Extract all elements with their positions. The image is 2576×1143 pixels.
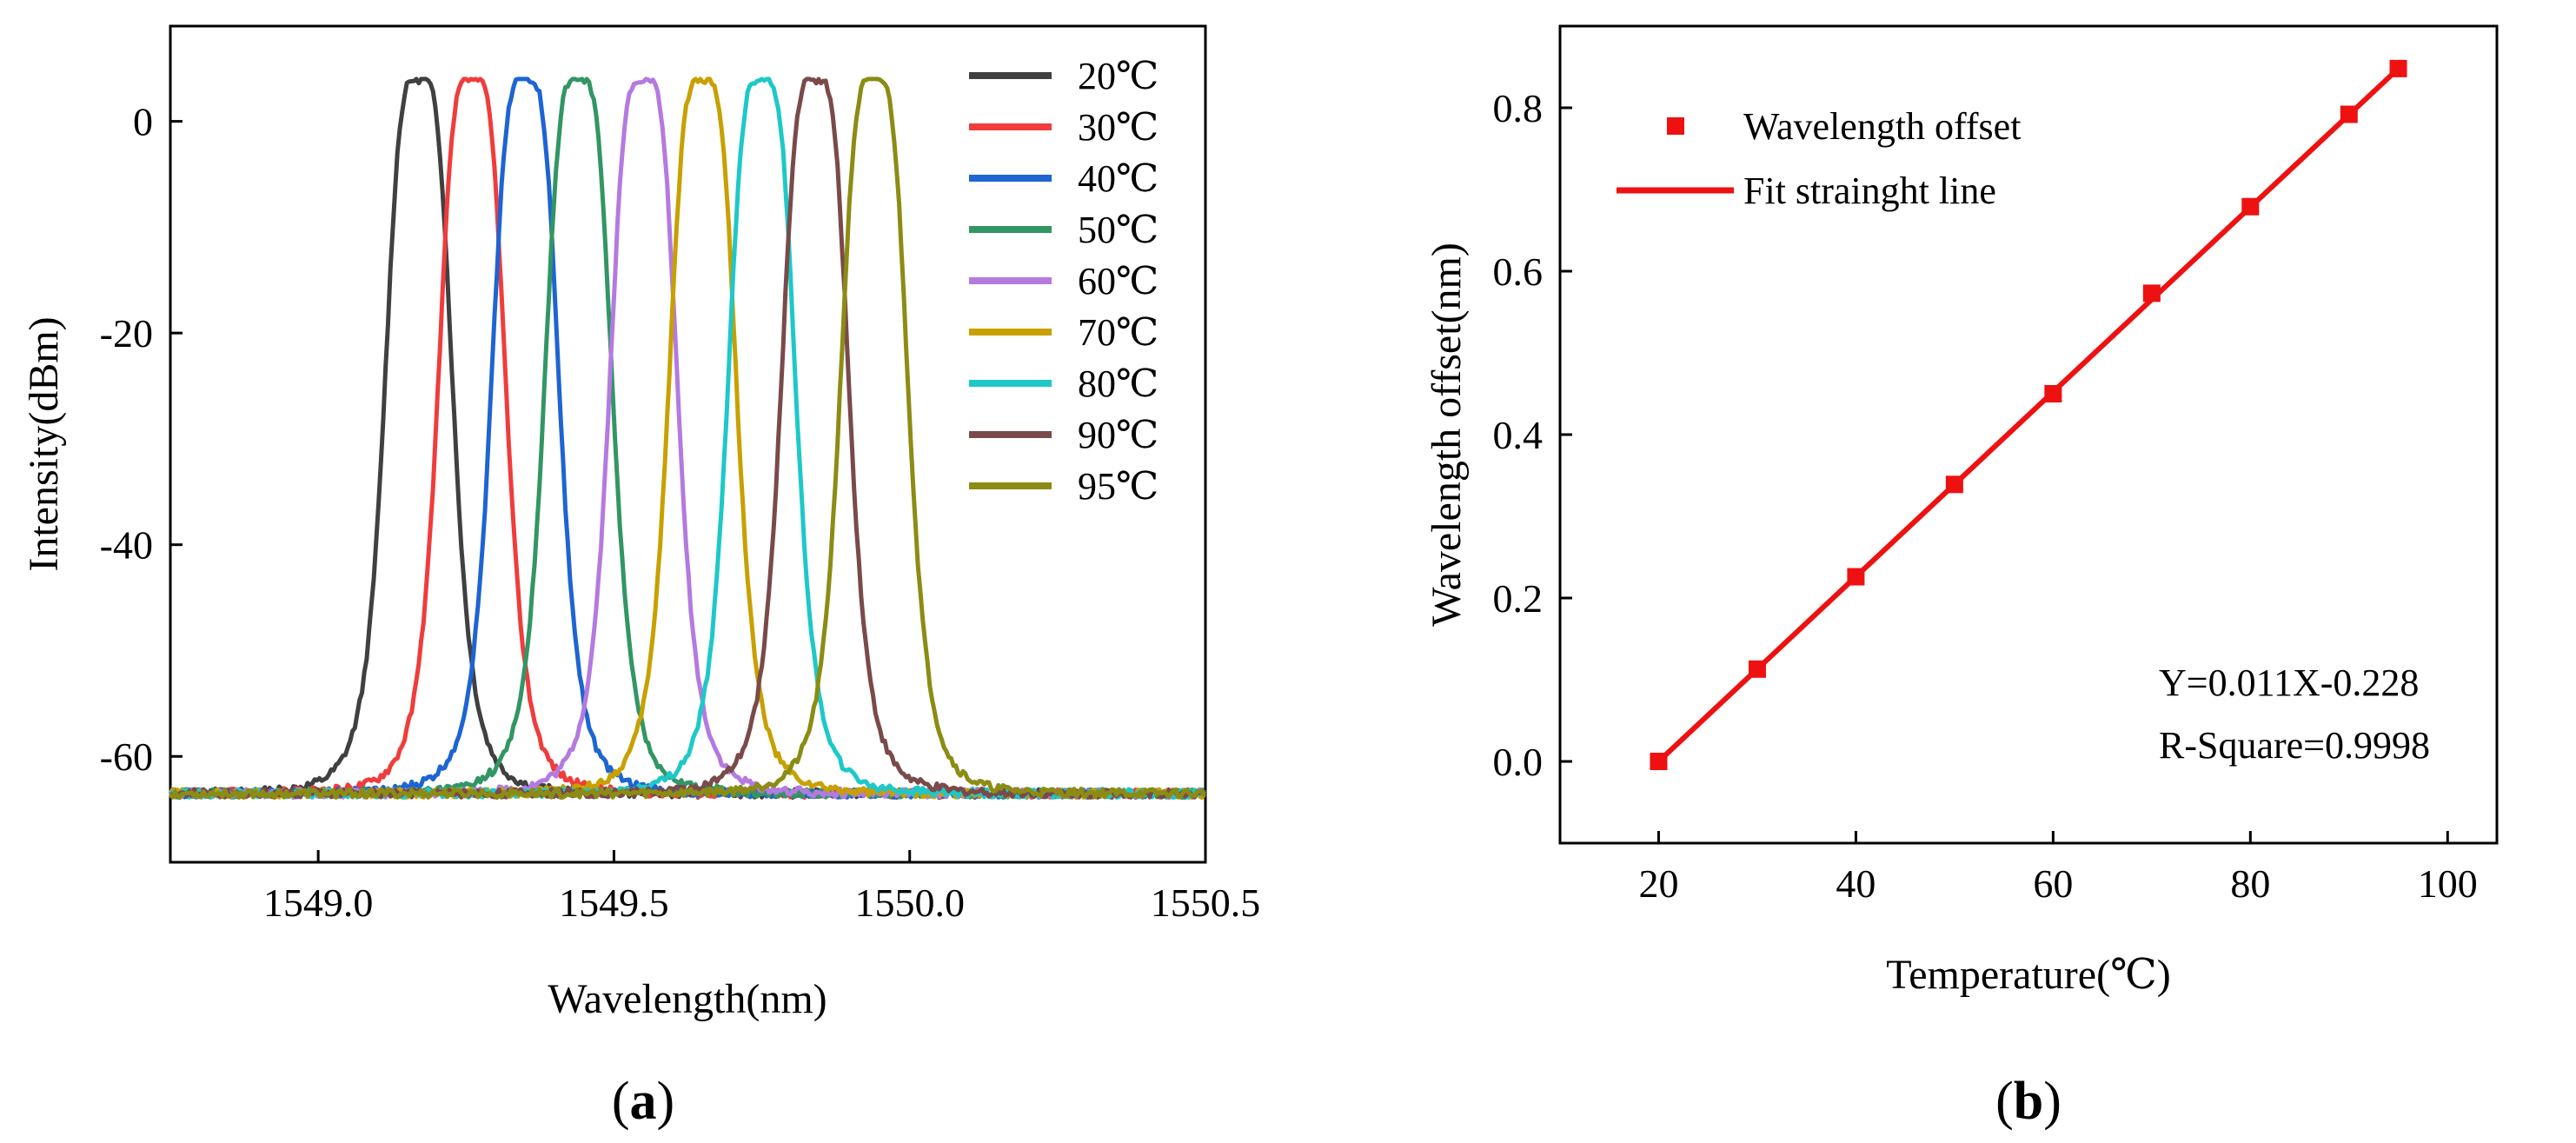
panel-a-y-tick-label: -40 — [100, 523, 153, 568]
panel-a-legend-label: 90℃ — [1078, 414, 1159, 456]
panel-b-y-ticks: 0.0 0.2 0.4 0.6 0.8 — [1493, 86, 1572, 784]
panel-a-spectra-chart: 1549.0 1549.5 1550.0 1550.5 0 -20 -40 -60 20℃ 3… — [21, 24, 1260, 1022]
panel-a-x-tick-label: 1549.0 — [263, 881, 374, 925]
panel-a-legend-label: 80℃ — [1078, 362, 1159, 405]
panel-b-data-point — [1847, 568, 1865, 586]
panel-a-legend-label: 50℃ — [1078, 209, 1159, 251]
panel-a-legend-label: 70℃ — [1078, 311, 1159, 354]
panel-a-y-tick-label: -20 — [100, 311, 153, 356]
panel-b-legend-marker — [1667, 117, 1684, 135]
panel-b-data-point — [2340, 105, 2358, 123]
panel-b-fit-line — [1656, 66, 2400, 764]
panel-b-x-tick-label: 100 — [2418, 861, 2478, 906]
panel-b-legend-label: Wavelength offset — [1743, 105, 2021, 148]
panel-b-y-tick-label: 0.2 — [1493, 576, 1544, 621]
panel-a-legend: 20℃ 30℃ 40℃ 50℃ 60℃ 70℃ 80℃ 90℃ 95℃ — [969, 55, 1159, 508]
panel-b-x-axis-label: Temperature(℃) — [1886, 952, 2171, 998]
panel-a-x-tick-label: 1550.5 — [1151, 881, 1261, 925]
panel-a-series-line — [169, 76, 1205, 801]
panel-a-y-axis-label: Intensity(dBm) — [21, 316, 67, 571]
panel-b-y-tick-label: 0.4 — [1493, 413, 1544, 457]
panel-a-series-line — [168, 76, 1206, 801]
panel-b-offset-chart: 20 40 60 80 100 0.0 0.2 0.4 0.6 0.8 Wavelength o… — [1424, 24, 2499, 998]
panel-a-y-tick-label: -60 — [100, 734, 153, 779]
panel-a-x-tick-label: 1550.0 — [854, 881, 965, 925]
panel-b-data-point — [2044, 385, 2062, 402]
panel-b-y-axis-label: Wavelength offset(nm) — [1424, 243, 1470, 627]
panel-a-legend-label: 60℃ — [1078, 260, 1159, 302]
panel-b-x-tick-label: 80 — [2230, 861, 2270, 906]
panel-b-y-tick-label: 0.0 — [1493, 740, 1544, 784]
panel-b-points-group — [1650, 59, 2407, 770]
panel-a-legend-label: 40℃ — [1078, 157, 1159, 200]
panel-b-legend-label: Fit strainght line — [1743, 169, 1996, 212]
panel-a-series-line — [169, 76, 1205, 801]
panel-b-r-square: R-Square=0.9998 — [2159, 724, 2430, 767]
panel-a-legend-label: 30℃ — [1078, 106, 1159, 149]
panel-b-data-point — [1748, 660, 1766, 678]
panel-label-a: (a) — [612, 1072, 674, 1131]
panel-b-x-tick-label: 40 — [1836, 861, 1876, 906]
panel-a-series-line — [169, 76, 1206, 800]
panel-a-legend-label: 20℃ — [1078, 55, 1159, 97]
panel-b-data-point — [1945, 475, 1963, 494]
panel-a-x-axis-label: Wavelength(nm) — [548, 976, 827, 1022]
panel-b-legend: Wavelength offset Fit strainght line — [1617, 105, 2021, 212]
panel-a-series-group — [168, 76, 1206, 801]
panel-a-series-line — [169, 76, 1205, 801]
panel-a-series-line — [169, 76, 1206, 801]
panel-b-x-tick-label: 20 — [1638, 861, 1678, 906]
panel-a-y-tick-label: 0 — [133, 100, 153, 144]
panel-b-data-point — [1650, 753, 1668, 770]
panel-b-x-tick-label: 60 — [2033, 861, 2073, 906]
panel-label-b: (b) — [1995, 1072, 2061, 1131]
panel-b-y-tick-label: 0.6 — [1493, 249, 1544, 294]
panel-b-data-point — [2389, 59, 2407, 77]
panel-a-legend-label: 95℃ — [1078, 465, 1159, 508]
panel-a-series-line — [169, 76, 1206, 801]
panel-a-x-tick-label: 1549.5 — [559, 881, 669, 925]
panel-a-plot-frame — [169, 24, 1207, 864]
panel-b-x-ticks: 20 40 60 80 100 — [1638, 831, 2478, 906]
panel-a-series-line — [169, 76, 1206, 801]
panel-b-fit-line-group — [1656, 66, 2400, 764]
panel-b-data-point — [2241, 197, 2260, 216]
panel-a-x-ticks: 1549.0 1549.5 1550.0 1550.5 — [263, 850, 1260, 925]
panel-b-y-tick-label: 0.8 — [1493, 86, 1544, 130]
panel-b-fit-equation: Y=0.011X-0.228 — [2159, 661, 2419, 704]
panel-a-y-ticks: 0 -20 -40 -60 — [100, 100, 183, 779]
panel-b-data-point — [2142, 284, 2161, 302]
panel-a-series-line — [168, 76, 1206, 801]
